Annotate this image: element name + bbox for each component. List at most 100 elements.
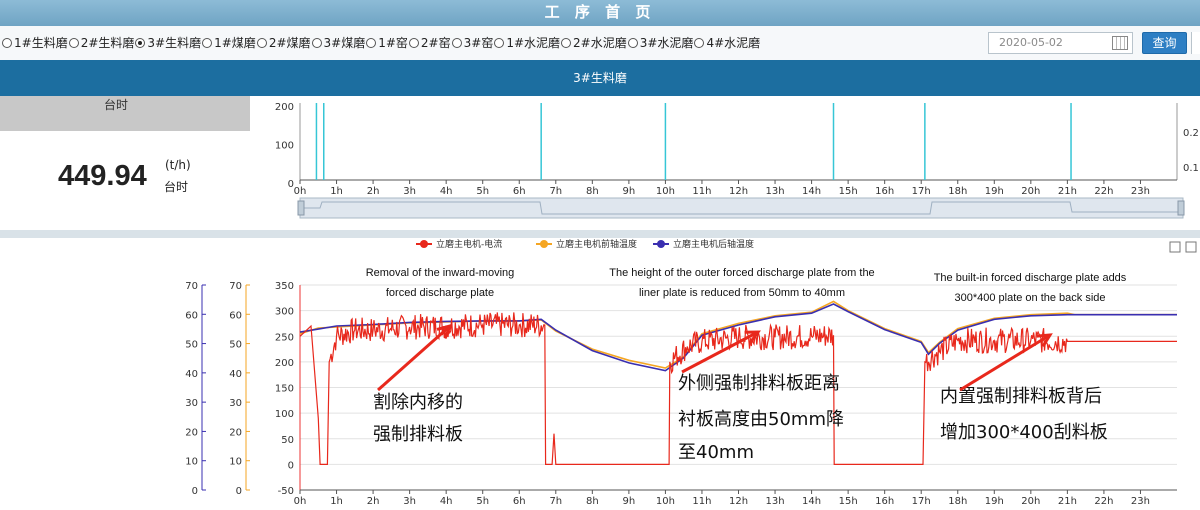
x-tick-label: 16h [875, 496, 894, 507]
x-tick-label: 22h [1094, 496, 1113, 507]
radio-button[interactable] [366, 38, 377, 48]
y-tick-label: 50 [185, 340, 198, 351]
y-tick-label: 10 [229, 457, 242, 468]
y-tick-label: 150 [275, 384, 294, 395]
annotation-english: The built-in forced discharge plate adds [934, 272, 1127, 284]
radio-option-3[interactable]: 1#煤磨 [202, 34, 256, 51]
x-tick-label: 5h [476, 186, 489, 197]
y-tick-label: 70 [229, 281, 242, 292]
x-tick-label: 7h [549, 186, 562, 197]
radio-button[interactable] [311, 38, 322, 48]
mill-selector-bar: 1#生料磨 2#生料磨 3#生料磨 1#煤磨 2#煤磨 3#煤磨 1#窑 2#窑 3#窑 1#水泥… [0, 26, 1200, 61]
radio-option-10[interactable]: 2#水泥磨 [561, 34, 627, 51]
y-tick-label: 100 [275, 409, 294, 420]
radio-label: 3#水泥磨 [639, 36, 694, 50]
x-tick-label: 10h [656, 496, 675, 507]
y-tick-label: 40 [229, 369, 242, 380]
x-tick-label: 20h [1021, 186, 1040, 197]
x-tick-label: 12h [729, 496, 748, 507]
x-tick-label: 13h [766, 496, 785, 507]
legend-marker [540, 240, 548, 248]
x-tick-label: 10h [656, 186, 675, 197]
top-chart: 200 100 0 0.2 0.1 0h 1h 2h 3h 4h 5h 6h 7h 8h 9h 10h 11h 1… [275, 102, 1199, 219]
annotation-arrowhead [744, 330, 761, 344]
radio-label: 4#水泥磨 [706, 36, 761, 50]
radio-option-9[interactable]: 1#水泥磨 [494, 34, 560, 51]
radio-button[interactable] [451, 38, 462, 48]
scroll-edge [1191, 32, 1200, 54]
y-tick-label: 250 [275, 332, 294, 343]
y-tick-label: 0 [288, 460, 294, 471]
date-input[interactable]: 2020-05-02 [988, 32, 1133, 54]
y-tick-label: 40 [185, 369, 198, 380]
radio-option-5[interactable]: 3#煤磨 [311, 34, 366, 51]
radio-option-4[interactable]: 2#煤磨 [256, 34, 311, 51]
radio-label: 2#窑 [420, 36, 451, 50]
x-tick-label: 0h [294, 496, 307, 507]
zoom-handle-left [297, 200, 305, 216]
tab-current-mill[interactable]: 3#生料磨 [0, 60, 1200, 96]
x-tick-label: 11h [692, 496, 711, 507]
x-tick-label: 14h [802, 496, 821, 507]
radio-option-12[interactable]: 4#水泥磨 [694, 34, 760, 51]
radio-button[interactable] [68, 38, 79, 48]
radio-button[interactable] [256, 38, 267, 48]
annotation-chinese: 衬板高度由50mm降 [678, 409, 844, 430]
y-tick-label: 60 [185, 310, 198, 321]
query-button[interactable]: 查询 [1142, 32, 1187, 54]
x-tick-label: 14h [802, 186, 821, 197]
y-tick-label: 50 [229, 340, 242, 351]
radio-button[interactable] [494, 38, 505, 48]
annotation-arrowhead [1036, 333, 1053, 348]
annotation-arrow [959, 333, 1051, 392]
radio-button[interactable] [694, 38, 705, 48]
radio-label: 3#煤磨 [323, 36, 366, 50]
radio-option-1[interactable]: 2#生料磨 [68, 34, 134, 51]
y-tick-label: 300 [275, 307, 294, 318]
x-tick-label: 5h [476, 496, 489, 507]
radio-button[interactable] [561, 38, 572, 48]
radio-label: 2#煤磨 [268, 36, 311, 50]
x-tick-label: 9h [623, 496, 636, 507]
x-tick-label: 19h [985, 496, 1004, 507]
y-tick-label: 10 [185, 457, 198, 468]
panel-separator [0, 230, 1200, 238]
x-tick-label: 13h [766, 186, 785, 197]
radio-button[interactable] [135, 38, 146, 48]
x-tick-label: 6h [513, 496, 526, 507]
x-tick-label: 9h [623, 186, 636, 197]
x-tick-label: 2h [367, 496, 380, 507]
restore-icon [1185, 241, 1197, 253]
radio-label: 1#煤磨 [214, 36, 256, 50]
x-tick-label: 7h [549, 496, 562, 507]
radio-button[interactable] [627, 38, 638, 48]
legend-marker [657, 240, 665, 248]
legend-marker [420, 240, 428, 248]
x-tick-label: 8h [586, 496, 599, 507]
radio-option-11[interactable]: 3#水泥磨 [627, 34, 694, 51]
calendar-icon[interactable] [1112, 36, 1128, 50]
radio-button[interactable] [2, 38, 12, 48]
radio-option-8[interactable]: 3#窑 [451, 34, 493, 51]
y-tick-label: 60 [229, 310, 242, 321]
annotation-arrowhead [436, 323, 453, 340]
radio-option-7[interactable]: 2#窑 [408, 34, 451, 51]
x-tick-label: 18h [948, 496, 967, 507]
radio-option-0[interactable]: 1#生料磨 [2, 34, 68, 51]
x-tick-label: 15h [839, 186, 858, 197]
output-rate-label: 台时 [164, 180, 189, 194]
y-tick-label: 350 [275, 281, 294, 292]
date-value: 2020-05-02 [999, 36, 1063, 49]
page-title: 工 序 首 页 [0, 0, 1200, 26]
annotation-english: The height of the outer forced discharge… [609, 267, 874, 279]
annotation-arrow [377, 324, 451, 392]
radio-button[interactable] [408, 38, 419, 48]
annotation-english: forced discharge plate [386, 287, 494, 299]
x-tick-label: 1h [330, 496, 343, 507]
summary-header-label: 台时 [104, 98, 129, 112]
radio-option-2[interactable]: 3#生料磨 [135, 34, 201, 51]
radio-button[interactable] [202, 38, 213, 48]
x-tick-label: 0h [294, 186, 307, 197]
zoom-handle-right [1177, 200, 1185, 216]
radio-option-6[interactable]: 1#窑 [366, 34, 408, 51]
